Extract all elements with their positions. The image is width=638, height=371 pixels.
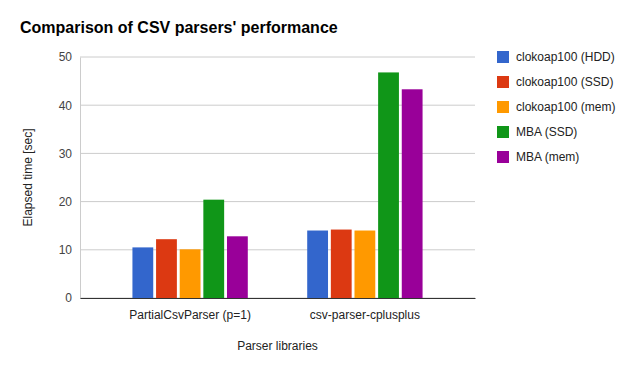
legend: clokoap100 (HDD) clokoap100 (SSD) clokoap1… xyxy=(497,50,615,164)
legend-label: clokoap100 (mem) xyxy=(516,100,615,114)
legend-item: clokoap100 (HDD) xyxy=(497,50,615,64)
bar xyxy=(180,249,201,298)
bar-series xyxy=(156,230,352,298)
y-tick-label: 0 xyxy=(65,291,72,305)
legend-swatch xyxy=(497,76,509,88)
y-axis-line xyxy=(80,58,81,299)
legend-swatch xyxy=(497,126,509,138)
legend-swatch xyxy=(497,151,509,163)
y-axis: 0 10 20 30 40 50 xyxy=(59,50,81,305)
bar-series xyxy=(203,72,399,298)
bar xyxy=(227,236,248,298)
bar xyxy=(307,231,328,298)
bars xyxy=(132,72,422,298)
grid-line xyxy=(80,57,475,58)
legend-item: MBA (mem) xyxy=(497,150,579,164)
bar xyxy=(378,72,399,298)
bar xyxy=(402,89,423,298)
bar xyxy=(132,247,153,298)
x-tick: csv-parser-cplusplus xyxy=(310,298,420,322)
title: Comparison of CSV parsers' performance xyxy=(20,19,338,36)
bar xyxy=(156,239,177,298)
bar xyxy=(331,230,352,298)
y-tick: 40 xyxy=(59,99,80,113)
legend-label: clokoap100 (SSD) xyxy=(516,75,613,89)
y-axis-title: Elapsed time [sec] xyxy=(21,128,35,226)
grid xyxy=(80,57,475,298)
legend-label: MBA (SSD) xyxy=(516,125,577,139)
y-tick-label: 20 xyxy=(59,195,73,209)
legend-swatch xyxy=(497,101,509,113)
y-tick-label: 30 xyxy=(59,147,73,161)
bar xyxy=(354,231,375,298)
y-tick: 30 xyxy=(59,147,80,161)
bar-series xyxy=(132,231,328,298)
bar xyxy=(203,200,224,298)
legend-swatch xyxy=(497,51,509,63)
x-axis-title: Parser libraries xyxy=(237,339,318,353)
legend-item: clokoap100 (mem) xyxy=(497,100,615,114)
legend-label: MBA (mem) xyxy=(516,150,579,164)
y-tick-label: 50 xyxy=(59,50,73,64)
legend-label: clokoap100 (HDD) xyxy=(516,50,615,64)
bar-series xyxy=(227,89,423,298)
y-tick: 20 xyxy=(59,195,80,209)
y-tick-label: 10 xyxy=(59,243,73,257)
x-tick-label: PartialCsvParser (p=1) xyxy=(129,308,251,322)
x-axis: PartialCsvParser (p=1) csv-parser-cpluspl… xyxy=(81,298,476,322)
x-tick-label: csv-parser-cplusplus xyxy=(310,308,420,322)
y-tick: 0 xyxy=(65,291,80,305)
legend-item: clokoap100 (SSD) xyxy=(497,75,613,89)
y-tick-label: 40 xyxy=(59,99,73,113)
x-axis-line xyxy=(81,298,476,299)
legend-item: MBA (SSD) xyxy=(497,125,577,139)
y-tick: 10 xyxy=(59,243,80,257)
chart: 0 10 20 30 40 50 PartialCsvParser (p=1) csv-par… xyxy=(0,0,638,371)
x-tick: PartialCsvParser (p=1) xyxy=(129,298,251,322)
y-tick: 50 xyxy=(59,50,80,64)
